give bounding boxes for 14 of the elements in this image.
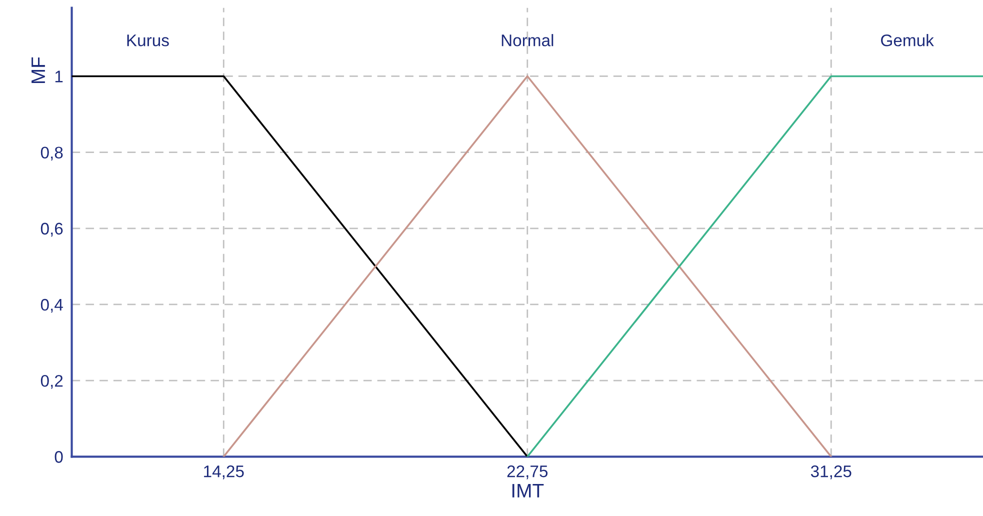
x-axis-title: IMT (512, 484, 544, 498)
y-tick-label: 0,2 (40, 374, 63, 389)
x-tick-label: 14,25 (204, 465, 244, 480)
y-tick-label: 0,6 (40, 222, 63, 237)
y-axis-title: MF (32, 57, 45, 84)
x-tick-label: 31,25 (810, 465, 852, 480)
series-label: Gemuk (881, 34, 934, 46)
y-tick-label: 0,8 (40, 146, 63, 160)
y-tick-label: 1 (55, 70, 63, 82)
x-tick-label: 22,75 (507, 465, 548, 480)
y-tick-label: 0 (54, 451, 63, 463)
text: Normal (502, 34, 554, 46)
y-tick-label: 0,4 (40, 298, 63, 313)
series-label: Kurus (127, 34, 169, 46)
